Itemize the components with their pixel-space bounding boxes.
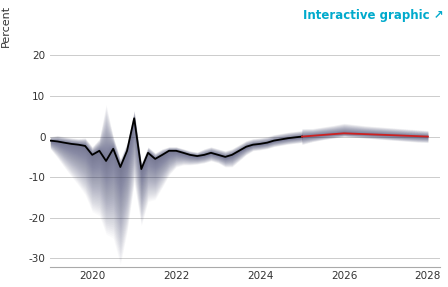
Y-axis label: Percent: Percent bbox=[1, 5, 11, 47]
Text: Interactive graphic ↗: Interactive graphic ↗ bbox=[303, 9, 444, 22]
